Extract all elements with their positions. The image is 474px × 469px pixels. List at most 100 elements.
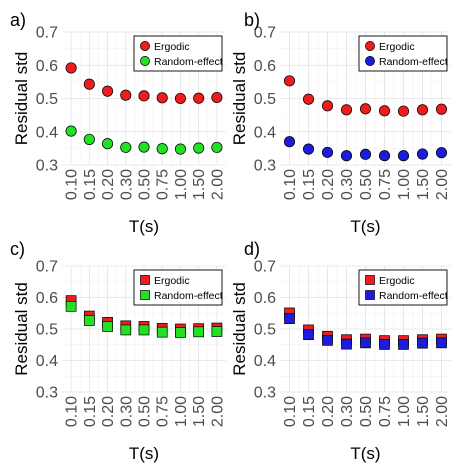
x-tick-label: 1.50 <box>191 169 208 200</box>
y-axis-title: Residual std <box>230 52 249 146</box>
data-point <box>359 103 372 115</box>
y-tick-label: 0.7 <box>36 259 58 276</box>
legend-marker <box>140 56 150 66</box>
panel-label: d) <box>244 239 260 259</box>
data-point <box>378 150 391 162</box>
x-tick-label: 1.00 <box>173 396 190 427</box>
data-point <box>211 141 223 153</box>
legend-marker <box>365 56 375 66</box>
legend-label: Random-effect <box>154 56 223 68</box>
legend-marker <box>365 290 375 300</box>
data-point <box>120 324 132 336</box>
x-tick-label: 0.75 <box>155 169 172 200</box>
chart-panel-2: 0.30.40.50.60.70.10 0.15 0.20 0.30 0.50 0.75 1… <box>230 10 451 236</box>
x-tick-label: 0.10 <box>282 396 299 427</box>
data-point <box>156 326 168 338</box>
data-point <box>102 138 114 150</box>
x-tick-label: 0.10 <box>64 169 81 200</box>
y-tick-label: 0.6 <box>254 290 276 307</box>
legend-label: Ergodic <box>379 41 415 53</box>
legend: Ergodic Random-effect <box>133 269 223 306</box>
x-tick-label: 0.10 <box>282 169 299 200</box>
data-point <box>436 337 447 349</box>
x-tick-label: 1.00 <box>173 169 190 200</box>
x-tick-label: 1.00 <box>396 396 413 427</box>
y-tick-label: 0.4 <box>254 353 276 370</box>
chart-panel-1: 0.30.40.50.60.70.10 0.15 0.20 0.30 0.50 0.75 1… <box>10 10 226 236</box>
data-point <box>211 91 223 104</box>
panel-label: b) <box>244 10 260 30</box>
data-point <box>65 300 77 312</box>
legend-marker <box>365 41 375 51</box>
data-point <box>416 104 429 116</box>
data-point <box>156 92 168 104</box>
x-tick-label: 2.00 <box>209 396 226 427</box>
panel-label: c) <box>10 239 25 259</box>
x-axis-title: T(s) <box>129 444 159 463</box>
data-point <box>120 141 132 153</box>
data-point <box>283 75 296 87</box>
data-point <box>83 78 95 90</box>
y-axis-title: Residual std <box>230 282 249 376</box>
y-tick-label: 0.4 <box>254 124 276 141</box>
legend-marker <box>365 275 375 285</box>
data-point <box>303 329 314 341</box>
y-tick-label: 0.7 <box>36 25 58 42</box>
data-point <box>416 148 429 160</box>
data-point <box>398 339 409 350</box>
y-tick-label: 0.6 <box>254 58 276 75</box>
data-point <box>321 100 334 112</box>
y-tick-label: 0.3 <box>254 158 276 175</box>
data-point <box>360 337 371 349</box>
data-point <box>174 143 186 155</box>
data-point <box>435 103 448 115</box>
legend-label: Random-effect <box>379 290 448 302</box>
x-tick-label: 0.20 <box>100 396 117 427</box>
x-tick-label: 1.00 <box>396 169 413 200</box>
x-tick-label: 2.00 <box>209 169 226 200</box>
data-point <box>83 315 95 326</box>
y-tick-label: 0.6 <box>36 58 58 75</box>
x-tick-label: 0.50 <box>358 169 375 200</box>
legend-label: Random-effect <box>154 290 223 302</box>
legend-marker <box>140 275 150 285</box>
x-tick-label: 0.50 <box>358 396 375 427</box>
x-tick-label: 0.30 <box>339 169 356 200</box>
data-point <box>340 104 353 116</box>
y-tick-label: 0.5 <box>254 322 276 339</box>
x-tick-label: 1.50 <box>191 396 208 427</box>
data-point <box>102 85 114 97</box>
x-tick-label: 2.00 <box>434 169 451 200</box>
x-tick-label: 0.30 <box>118 169 135 200</box>
data-point <box>138 90 150 102</box>
x-tick-label: 0.20 <box>320 169 337 200</box>
data-point <box>417 337 428 349</box>
legend-marker <box>140 290 150 300</box>
legend-label: Random-effect <box>379 56 448 68</box>
legend-label: Ergodic <box>379 275 415 287</box>
y-tick-label: 0.6 <box>36 290 58 307</box>
y-tick-label: 0.7 <box>254 25 276 42</box>
data-point <box>65 125 77 137</box>
data-point <box>156 143 168 155</box>
data-point <box>435 147 448 159</box>
legend-box <box>358 35 448 72</box>
x-tick-label: 0.15 <box>82 169 99 200</box>
y-axis-title: Residual std <box>12 52 31 146</box>
chart-panel-4: 0.30.40.50.60.70.10 0.15 0.20 0.30 0.50 0.75 1… <box>230 239 451 463</box>
x-tick-label: 0.50 <box>137 169 154 200</box>
y-tick-label: 0.3 <box>36 158 58 175</box>
legend-label: Ergodic <box>154 41 190 53</box>
data-point <box>379 339 390 350</box>
x-axis-title: T(s) <box>129 217 159 236</box>
legend: Ergodic Random-effect <box>133 35 223 72</box>
data-point <box>120 89 132 101</box>
x-tick-label: 0.75 <box>377 396 394 427</box>
data-point <box>302 93 315 105</box>
x-tick-label: 0.15 <box>301 169 318 200</box>
x-tick-label: 0.20 <box>100 169 117 200</box>
x-tick-label: 0.30 <box>118 396 135 427</box>
y-tick-label: 0.4 <box>36 353 58 370</box>
x-tick-label: 2.00 <box>434 396 451 427</box>
